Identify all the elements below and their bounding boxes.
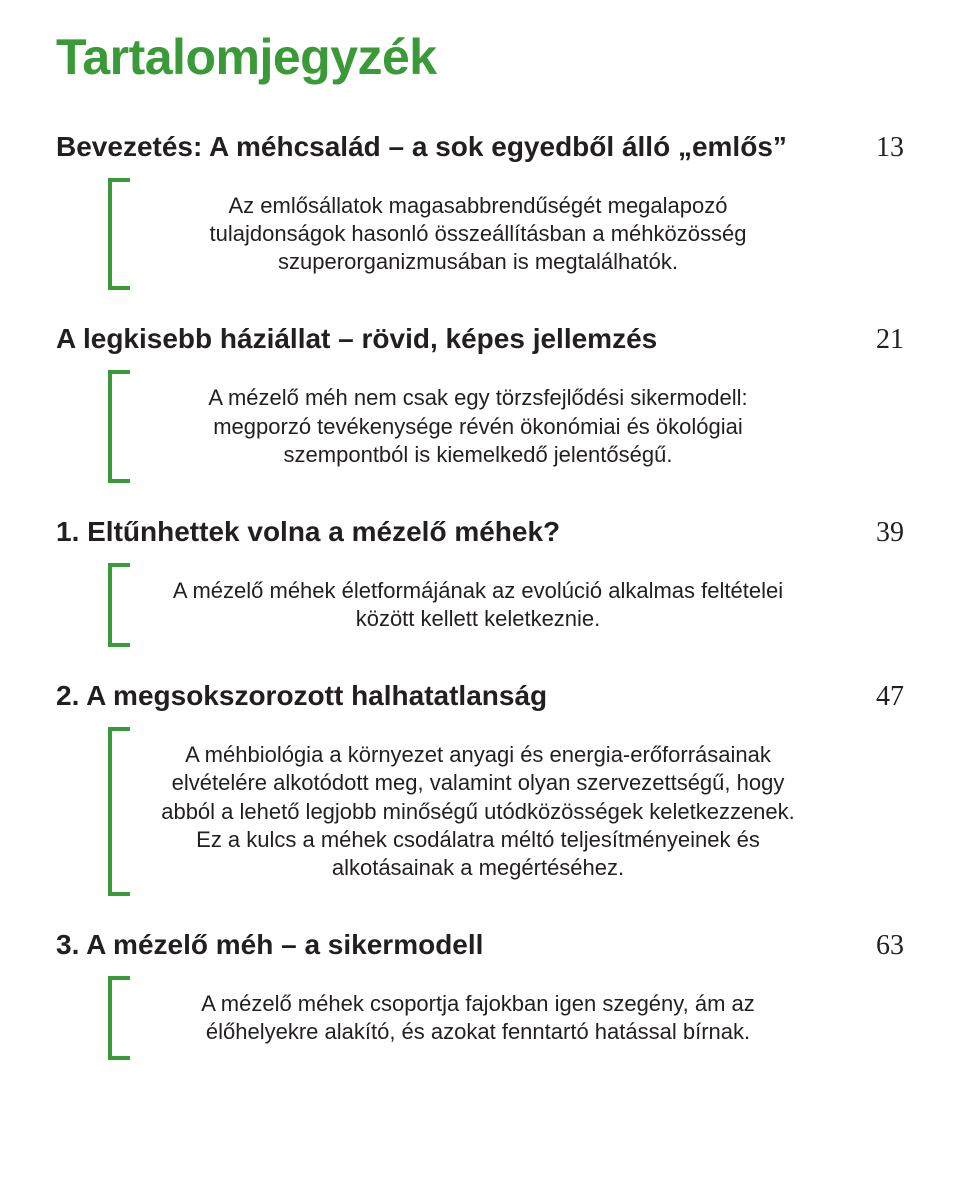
entry-page-number: 63	[876, 930, 904, 962]
bracket-corner-icon	[108, 1056, 130, 1060]
entry-description-frame: A mézelő méh nem csak egy törzsfejlődési…	[108, 370, 848, 482]
entry-description-frame: A mézelő méhek csoportja fajokban igen s…	[108, 976, 848, 1060]
bracket-corner-icon	[108, 286, 130, 290]
toc-title: Tartalomjegyzék	[56, 28, 904, 86]
entry-description: A méhbiológia a környezet anyagi és ener…	[108, 735, 848, 888]
entry-heading-row: A legkisebb háziállat – rövid, képes jel…	[56, 322, 904, 356]
toc-entry: A legkisebb háziállat – rövid, képes jel…	[56, 322, 904, 482]
entry-heading-row: Bevezetés: A méhcsalád – a sok egyedből …	[56, 130, 904, 164]
entry-description-frame: A méhbiológia a környezet anyagi és ener…	[108, 727, 848, 896]
toc-entry: 3. A mézelő méh – a sikermodell 63 A méz…	[56, 928, 904, 1060]
entry-description: A mézelő méh nem csak egy törzsfejlődési…	[108, 378, 848, 474]
bracket-decoration: A mézelő méh nem csak egy törzsfejlődési…	[108, 370, 848, 482]
bracket-corner-icon	[108, 892, 130, 896]
entry-heading: Bevezetés: A méhcsalád – a sok egyedből …	[56, 130, 852, 164]
toc-page: Tartalomjegyzék Bevezetés: A méhcsalád –…	[0, 0, 960, 1191]
entry-page-number: 21	[876, 324, 904, 356]
bracket-corner-icon	[108, 479, 130, 483]
toc-entry: Bevezetés: A méhcsalád – a sok egyedből …	[56, 130, 904, 290]
entry-description-frame: Az emlősállatok magasabbrendűségét megal…	[108, 178, 848, 290]
entry-page-number: 13	[876, 132, 904, 164]
bracket-decoration: A méhbiológia a környezet anyagi és ener…	[108, 727, 848, 896]
entry-heading: 3. A mézelő méh – a sikermodell	[56, 928, 852, 962]
entry-heading-row: 3. A mézelő méh – a sikermodell 63	[56, 928, 904, 962]
entry-heading-row: 2. A megsokszorozott halhatatlanság 47	[56, 679, 904, 713]
bracket-corner-icon	[108, 643, 130, 647]
entry-description: A mézelő méhek csoportja fajokban igen s…	[108, 984, 848, 1052]
toc-entry: 2. A megsokszorozott halhatatlanság 47 A…	[56, 679, 904, 896]
entry-heading: 2. A megsokszorozott halhatatlanság	[56, 679, 852, 713]
entry-heading: A legkisebb háziállat – rövid, képes jel…	[56, 322, 852, 356]
entry-description: A mézelő méhek életformájának az evolúci…	[108, 571, 848, 639]
entry-description-frame: A mézelő méhek életformájának az evolúci…	[108, 563, 848, 647]
entry-page-number: 39	[876, 517, 904, 549]
bracket-decoration: Az emlősállatok magasabbrendűségét megal…	[108, 178, 848, 290]
entry-heading-row: 1. Eltűnhettek volna a mézelő méhek? 39	[56, 515, 904, 549]
entry-description: Az emlősállatok magasabbrendűségét megal…	[108, 186, 848, 282]
entry-heading: 1. Eltűnhettek volna a mézelő méhek?	[56, 515, 852, 549]
entry-page-number: 47	[876, 681, 904, 713]
toc-entry: 1. Eltűnhettek volna a mézelő méhek? 39 …	[56, 515, 904, 647]
bracket-decoration: A mézelő méhek csoportja fajokban igen s…	[108, 976, 848, 1060]
bracket-decoration: A mézelő méhek életformájának az evolúci…	[108, 563, 848, 647]
